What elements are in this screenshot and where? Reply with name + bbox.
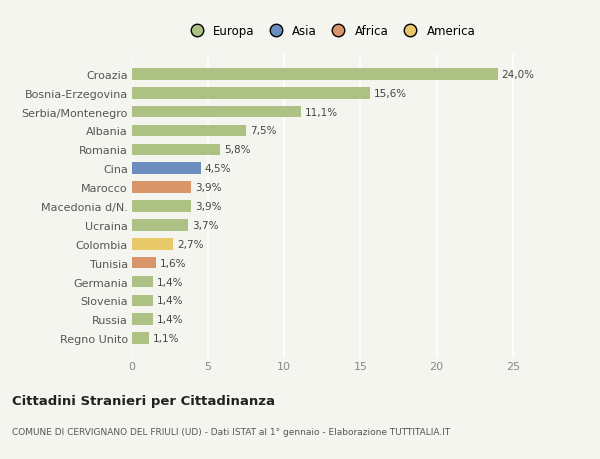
Text: 3,9%: 3,9% <box>195 183 222 193</box>
Text: 1,4%: 1,4% <box>157 277 184 287</box>
Bar <box>132 144 220 156</box>
Text: 7,5%: 7,5% <box>250 126 277 136</box>
Text: 3,9%: 3,9% <box>195 202 222 212</box>
Text: 3,7%: 3,7% <box>192 220 218 230</box>
Text: COMUNE DI CERVIGNANO DEL FRIULI (UD) - Dati ISTAT al 1° gennaio - Elaborazione T: COMUNE DI CERVIGNANO DEL FRIULI (UD) - D… <box>12 427 450 436</box>
Text: Cittadini Stranieri per Cittadinanza: Cittadini Stranieri per Cittadinanza <box>12 394 275 407</box>
Bar <box>132 125 246 137</box>
Text: 1,4%: 1,4% <box>157 314 184 325</box>
Bar <box>132 276 154 288</box>
Bar <box>132 69 497 80</box>
Bar <box>132 238 173 250</box>
Text: 4,5%: 4,5% <box>205 164 231 174</box>
Bar <box>132 257 157 269</box>
Bar <box>132 182 191 194</box>
Bar <box>132 201 191 213</box>
Legend: Europa, Asia, Africa, America: Europa, Asia, Africa, America <box>185 25 475 38</box>
Text: 1,6%: 1,6% <box>160 258 187 268</box>
Text: 24,0%: 24,0% <box>502 70 535 80</box>
Text: 1,4%: 1,4% <box>157 296 184 306</box>
Bar <box>132 163 200 175</box>
Bar <box>132 333 149 344</box>
Text: 1,1%: 1,1% <box>152 333 179 343</box>
Text: 2,7%: 2,7% <box>177 239 203 249</box>
Bar <box>132 106 301 118</box>
Bar <box>132 219 188 231</box>
Bar <box>132 295 154 307</box>
Text: 5,8%: 5,8% <box>224 145 251 155</box>
Bar <box>132 88 370 99</box>
Text: 11,1%: 11,1% <box>305 107 338 118</box>
Bar <box>132 314 154 325</box>
Text: 15,6%: 15,6% <box>373 89 407 99</box>
